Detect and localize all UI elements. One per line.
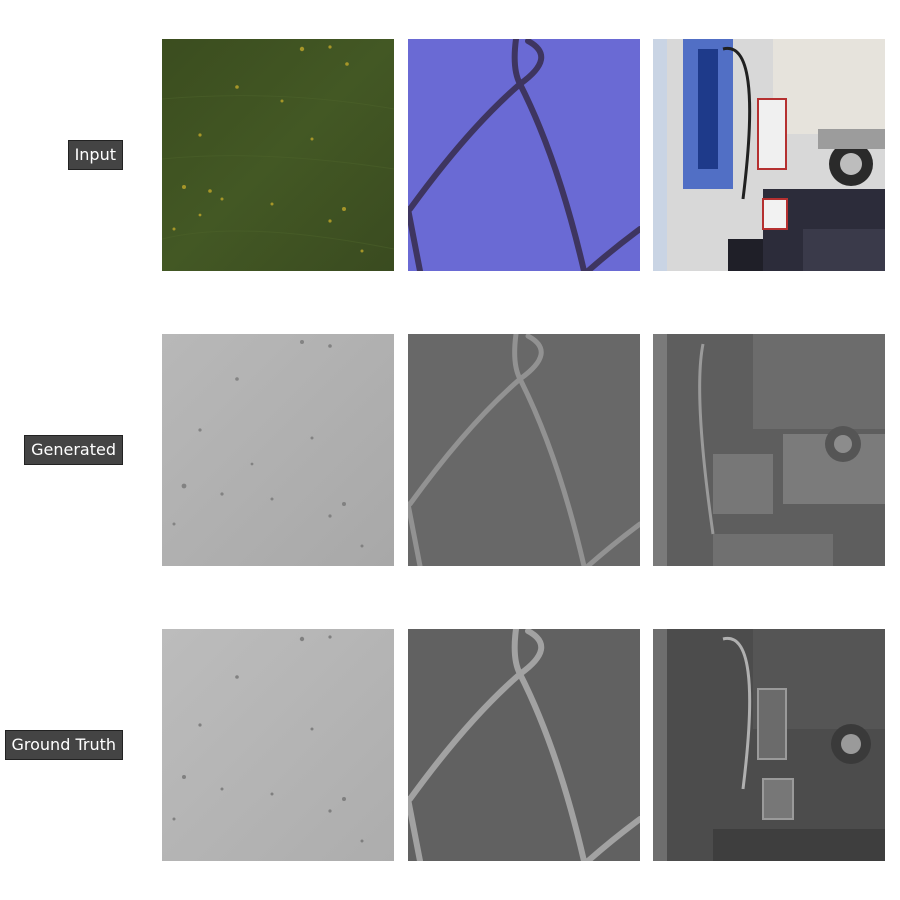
ground-truth-grass-image xyxy=(162,629,394,861)
generated-street-image xyxy=(653,334,885,566)
row-label-generated: Generated xyxy=(24,435,123,465)
input-street-image xyxy=(653,39,885,271)
input-fence-image xyxy=(408,39,640,271)
ground-truth-fence-image xyxy=(408,629,640,861)
input-grass-image xyxy=(162,39,394,271)
row-label-input: Input xyxy=(67,140,123,170)
generated-fence-image xyxy=(408,334,640,566)
row-label-ground-truth: Ground Truth xyxy=(4,730,123,760)
generated-grass-image xyxy=(162,334,394,566)
ground-truth-street-image xyxy=(653,629,885,861)
